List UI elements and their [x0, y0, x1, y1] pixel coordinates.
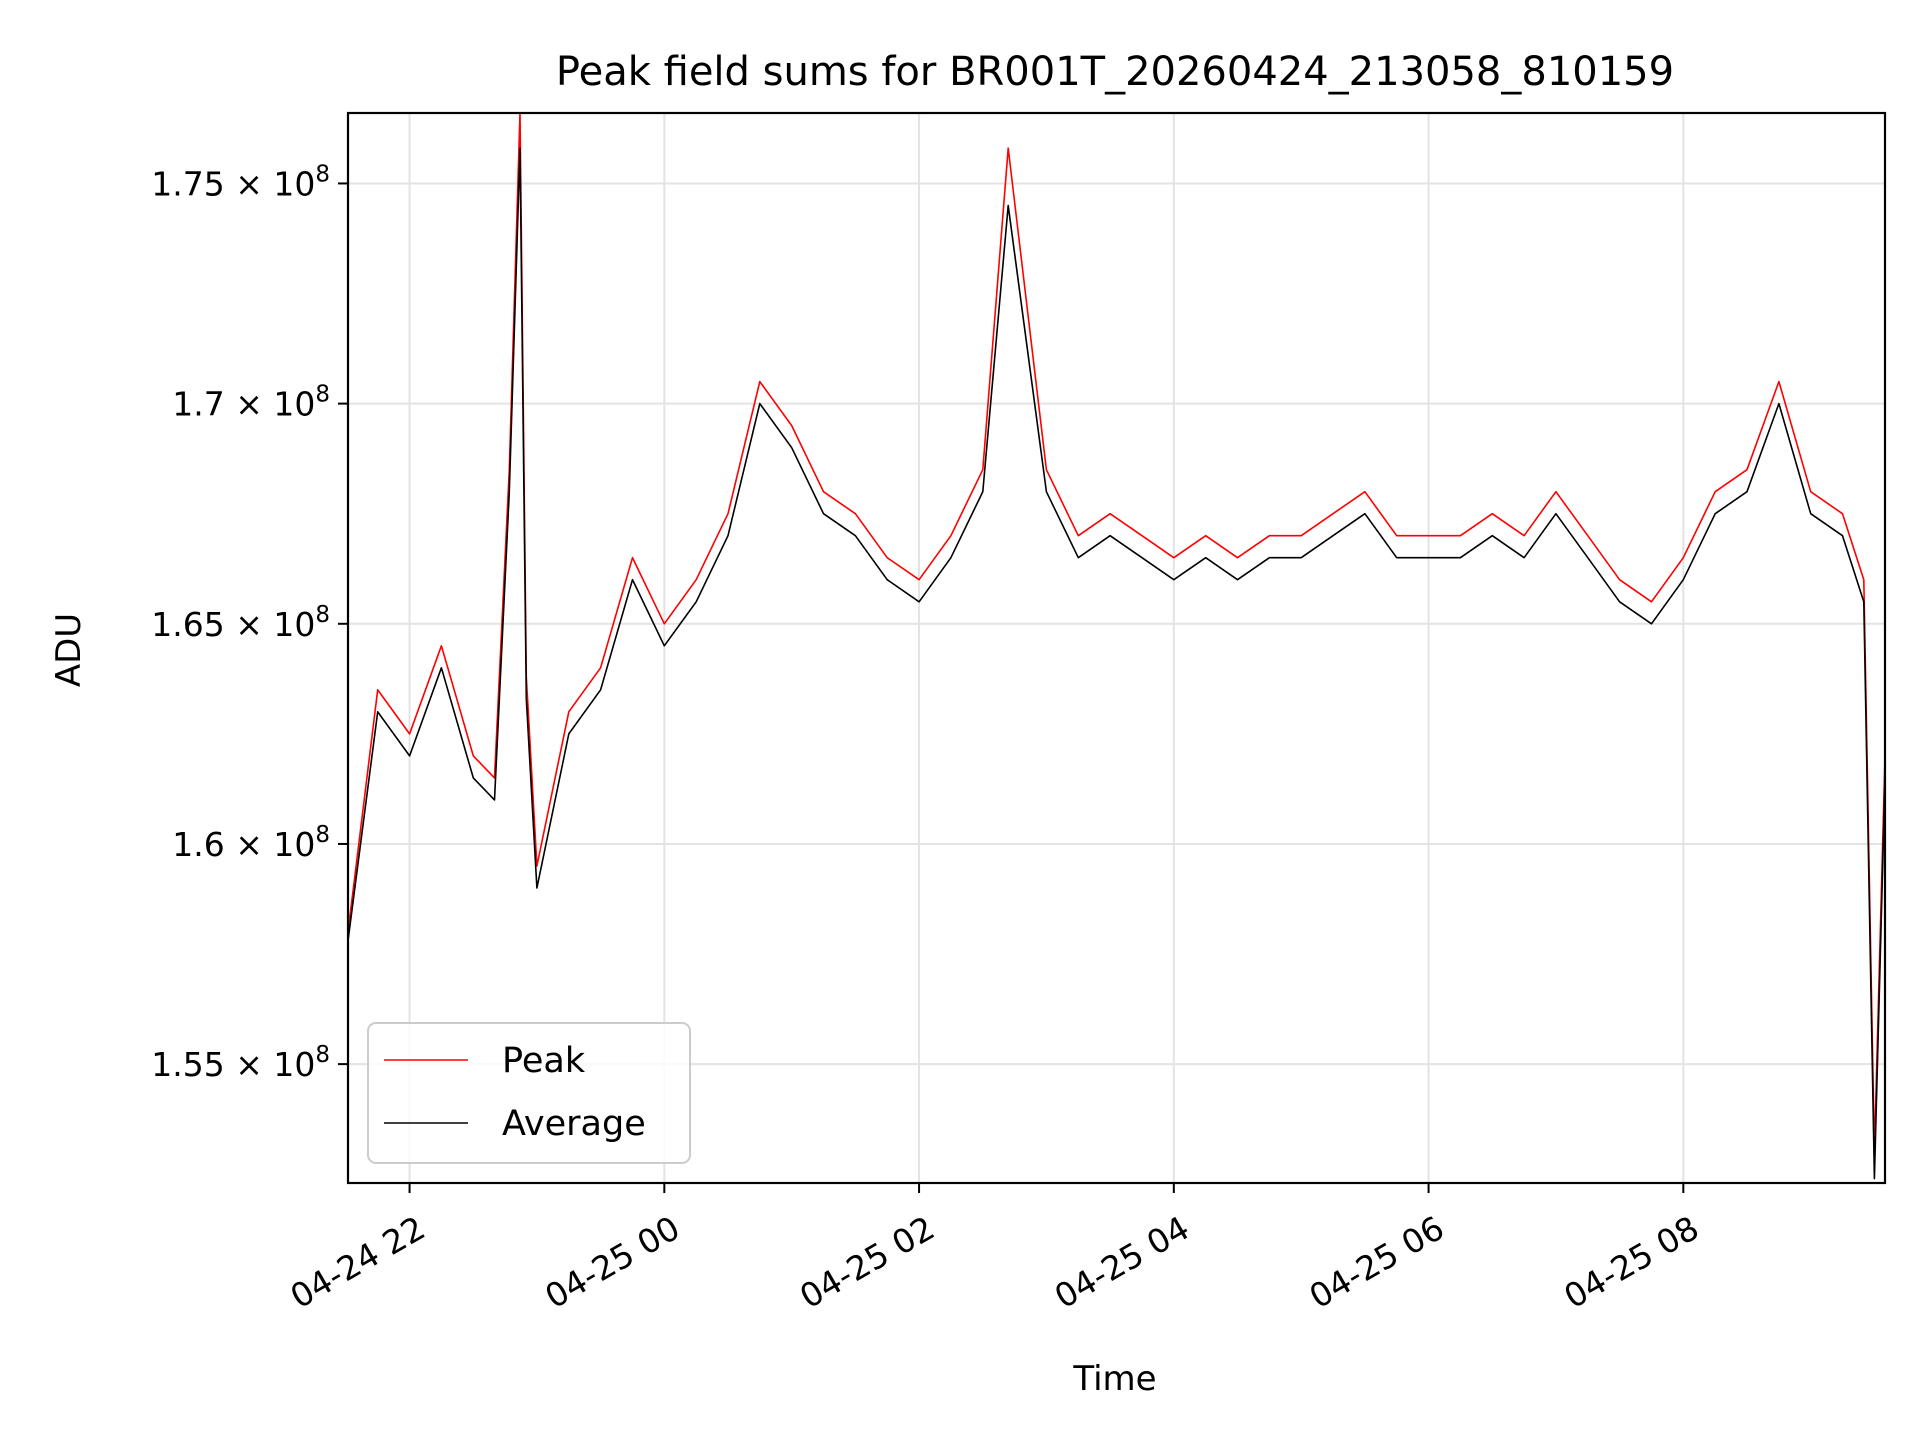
y-axis: 1.55 × 108 1.6 × 108 1.65 × 108 1.7 × 108 1.…: [151, 161, 348, 1084]
y-tick-label: 1.55 × 108: [151, 1042, 330, 1084]
grid: [348, 113, 1885, 1183]
legend-frame: [367, 1022, 691, 1164]
y-axis-label: ADU: [49, 613, 89, 687]
series-line-average: [348, 147, 1885, 1180]
plot-frame: [346, 111, 1887, 1185]
chart-title: Peak field sums for BR001T_20260424_2130…: [556, 49, 1674, 95]
y-tick-label: 1.75 × 108: [151, 161, 330, 203]
series-layer: [348, 113, 1885, 1180]
legend: Peak Average: [367, 1022, 691, 1164]
x-axis-label: Time: [1072, 1359, 1156, 1399]
series-line-peak: [348, 113, 1885, 1153]
y-tick-label: 1.65 × 108: [151, 602, 330, 644]
y-tick-label: 1.7 × 108: [172, 382, 330, 424]
legend-label-peak: Peak: [502, 1041, 586, 1081]
y-tick-label: 1.6 × 108: [172, 822, 330, 864]
legend-label-average: Average: [502, 1104, 646, 1144]
